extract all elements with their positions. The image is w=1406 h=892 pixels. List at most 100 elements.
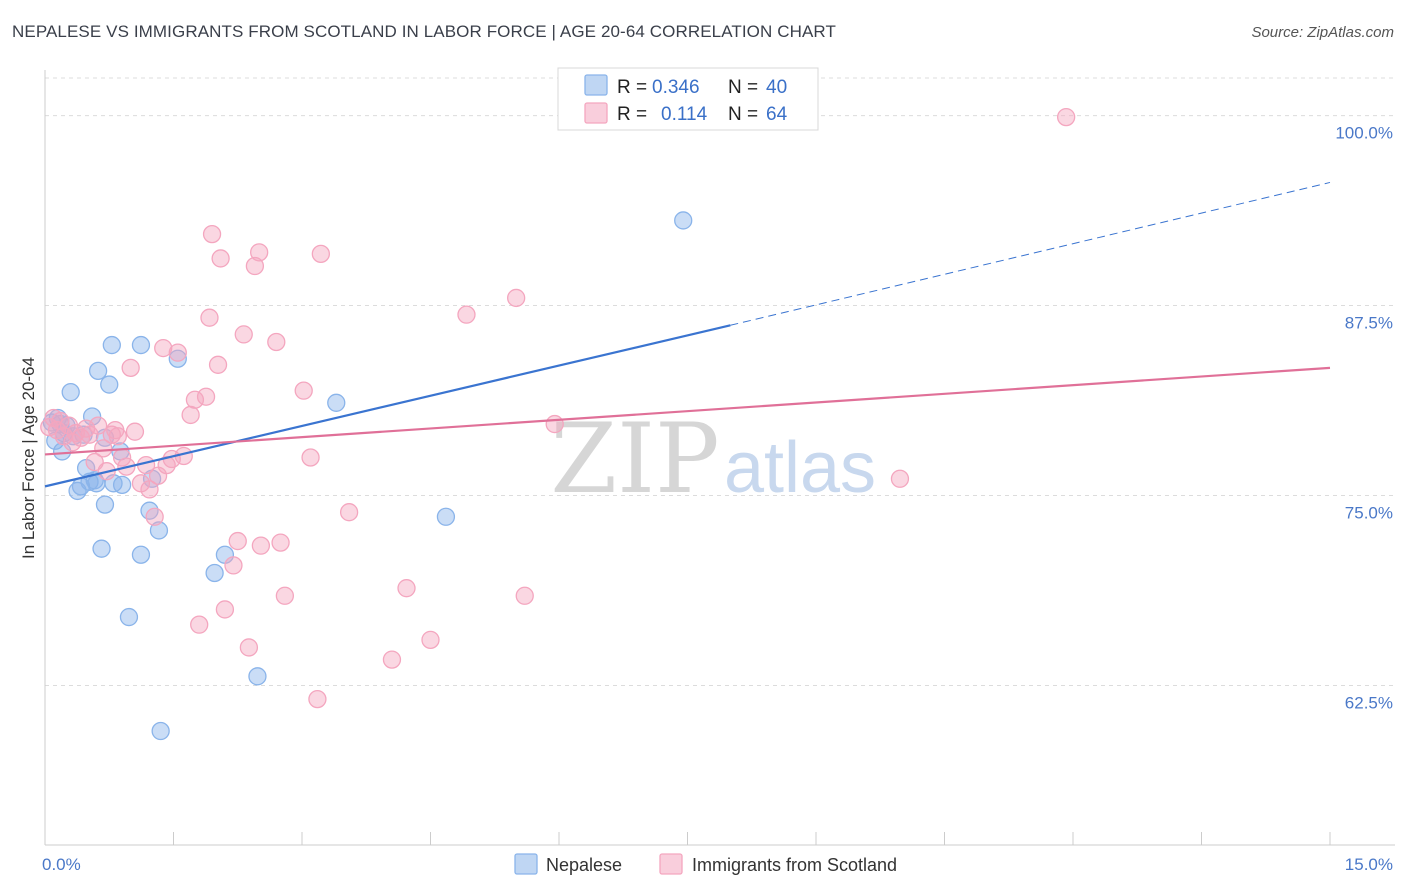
scotland-point — [94, 439, 113, 458]
scotland-point — [890, 469, 910, 488]
nepalese-point — [205, 563, 224, 583]
legend-r-label-scotland: R = — [617, 104, 647, 125]
y-tick-label: 62.5% — [1345, 693, 1393, 712]
scotland-point — [267, 332, 286, 352]
nepalese-point — [149, 521, 169, 540]
scotland-point — [211, 249, 230, 268]
watermark-zip: ZIP — [550, 403, 719, 515]
scotland-point — [250, 243, 269, 262]
scotland-point — [251, 536, 271, 555]
scotland-point — [311, 244, 330, 264]
scotland-point — [196, 387, 216, 406]
scotland-point — [228, 531, 247, 551]
nepalese-point — [61, 383, 80, 402]
scotland-point — [125, 422, 145, 441]
scotland-point — [154, 338, 173, 358]
nepalese-point — [88, 361, 108, 381]
scotland-point — [507, 288, 526, 308]
scotland-point — [224, 556, 243, 575]
gridlines — [45, 77, 1395, 686]
scotland-point — [397, 579, 416, 598]
nepalese-point — [131, 335, 151, 355]
legend-n-value-scotland: 64 — [766, 104, 788, 125]
nepalese-point — [327, 393, 346, 412]
legend-swatch-scotland — [584, 102, 608, 124]
scotland-point — [1056, 107, 1076, 127]
scotland-point — [294, 381, 313, 400]
series-legend-label-nepalese: Nepalese — [546, 855, 622, 875]
scotland-point — [382, 650, 402, 669]
scotland-point — [108, 427, 127, 446]
scotland-point — [200, 308, 219, 327]
legend-n-label-nepalese: N = — [728, 77, 758, 98]
scotland-point — [121, 358, 140, 377]
scotland-point — [275, 586, 295, 605]
scotland-point — [140, 480, 159, 499]
scotland-point — [51, 411, 70, 431]
nepalese-point — [674, 211, 693, 230]
scotland-point — [208, 355, 228, 374]
nepalese-point — [92, 539, 111, 558]
legend-r-label-nepalese: R = — [617, 77, 647, 98]
scotland-point — [190, 615, 209, 634]
data-points — [40, 107, 1076, 741]
axes — [44, 70, 1395, 846]
nepalese-point — [131, 545, 151, 564]
y-tick-label: 87.5% — [1345, 314, 1393, 333]
y-tick-label: 75.0% — [1345, 503, 1393, 522]
scotland-point — [271, 533, 290, 552]
nepalese-point — [102, 335, 121, 355]
scotland-point — [88, 416, 108, 435]
correlation-legend: R = 0.346 N = 40 R = 0.114 N = 64 — [557, 67, 819, 131]
series-legend-swatch-scotland — [659, 853, 683, 875]
scotland-point — [545, 414, 564, 434]
scotland-point — [185, 390, 205, 409]
legend-swatch-nepalese — [584, 74, 608, 96]
scotland-point — [234, 325, 253, 344]
nepalese-trend-line — [44, 324, 731, 488]
scotland-point — [421, 630, 440, 650]
scotland-point — [145, 507, 164, 526]
trend-lines — [44, 181, 1331, 488]
legend-n-label-scotland: N = — [728, 104, 758, 125]
y-axis-label: In Labor Force | Age 20-64 — [19, 357, 38, 559]
scotland-point — [181, 405, 200, 425]
source-credit: Source: ZipAtlas.com — [1251, 24, 1394, 41]
scotland-trend-line — [44, 366, 1331, 456]
nepalese-point — [248, 667, 267, 686]
chart-title: NEPALESE VS IMMIGRANTS FROM SCOTLAND IN … — [12, 22, 836, 41]
legend-r-value-nepalese: 0.346 — [652, 77, 700, 98]
x-tick-labels: 0.0% 15.0% — [42, 855, 1393, 874]
series-legend-label-scotland: Immigrants from Scotland — [692, 855, 897, 875]
nepalese-point — [112, 475, 132, 495]
x-tick-label-max: 15.0% — [1345, 855, 1393, 874]
nepalese-point — [151, 721, 170, 741]
series-legend: Nepalese Immigrants from Scotland — [514, 853, 897, 875]
scotland-point — [215, 600, 235, 619]
y-tick-labels: 62.5% 75.0% 87.5% 100.0% — [1335, 124, 1393, 713]
nepalese-point — [168, 349, 187, 368]
scotland-point — [457, 305, 476, 324]
scotland-point — [202, 224, 222, 244]
x-tick-label-min: 0.0% — [42, 855, 81, 874]
legend-r-value-scotland: 0.114 — [661, 104, 708, 125]
scotland-point — [168, 343, 187, 362]
y-tick-label: 100.0% — [1335, 124, 1393, 143]
legend-n-value-nepalese: 40 — [766, 77, 787, 98]
scotland-point — [239, 638, 259, 657]
scotland-point — [515, 586, 534, 605]
scotland-point — [308, 689, 327, 709]
nepalese-point — [436, 507, 456, 526]
scotland-point — [339, 503, 359, 522]
watermark: ZIP atlas — [550, 403, 876, 515]
nepalese-point — [119, 607, 139, 627]
series-legend-swatch-nepalese — [514, 853, 538, 875]
nepalese-trend-extension — [730, 181, 1331, 326]
nepalese-point — [100, 375, 119, 394]
nepalese-point — [52, 442, 72, 461]
watermark-atlas: atlas — [724, 428, 876, 508]
scotland-point — [301, 448, 320, 467]
nepalese-point — [95, 495, 115, 514]
scotland-point — [245, 256, 265, 276]
